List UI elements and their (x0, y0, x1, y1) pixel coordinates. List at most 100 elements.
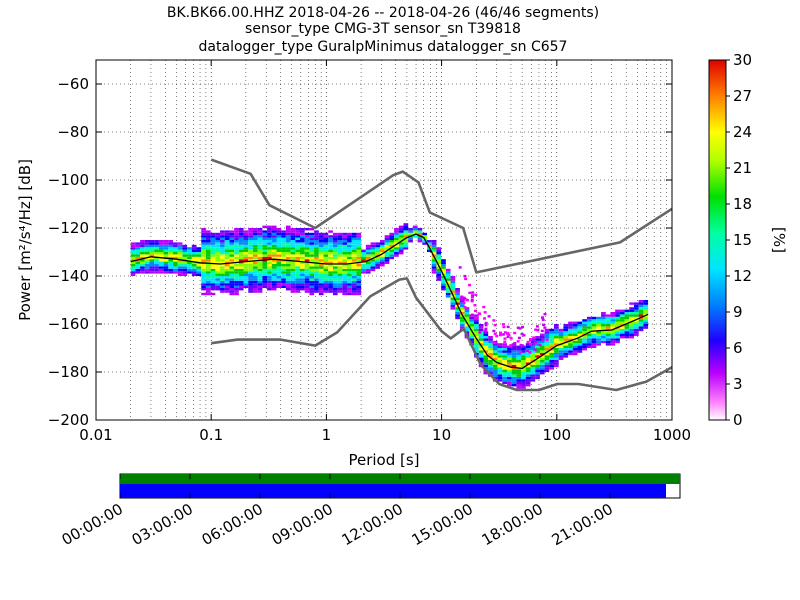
density-cell (492, 374, 498, 377)
density-cell (290, 261, 296, 264)
density-cell (643, 312, 649, 315)
density-cell (342, 261, 348, 264)
density-cell (290, 230, 296, 233)
density-cell (539, 362, 545, 365)
density-cell (615, 333, 620, 336)
density-cell (351, 252, 357, 255)
density-cell (356, 266, 362, 269)
density-cell (229, 249, 235, 252)
density-cell (347, 290, 352, 293)
density-cell (323, 283, 329, 286)
density-cell (337, 256, 343, 260)
density-cell (314, 264, 319, 267)
density-cell (224, 285, 230, 288)
density-cell (619, 314, 625, 317)
density-cell (243, 247, 249, 250)
density-cell (624, 321, 630, 324)
density-cell (130, 273, 136, 276)
density-cell (624, 333, 630, 336)
density-cell (398, 244, 404, 248)
density-cell (503, 331, 507, 334)
density-cell (154, 249, 159, 252)
density-cell (455, 302, 460, 305)
colorbar-tick-label: 3 (733, 375, 743, 393)
density-cell (478, 312, 482, 316)
density-cell (281, 254, 286, 257)
y-tick-label: −60 (57, 75, 89, 93)
density-cell (285, 264, 291, 267)
density-cell (462, 301, 466, 305)
density-cell (295, 283, 301, 286)
density-cell (365, 254, 371, 257)
density-cell (441, 283, 446, 286)
density-cell (201, 280, 206, 284)
density-cell (332, 256, 338, 260)
density-cell (220, 259, 225, 262)
density-cell (304, 280, 310, 284)
density-cell (149, 266, 155, 269)
density-cell (506, 355, 512, 358)
density-cell (224, 247, 230, 250)
density-cell (544, 340, 550, 344)
density-cell (558, 357, 564, 360)
density-cell (347, 292, 352, 296)
density-cell (201, 252, 206, 255)
density-cell (502, 372, 507, 375)
density-cell (290, 240, 296, 243)
density-cell (201, 283, 206, 286)
density-cell (506, 352, 512, 356)
density-cell (140, 266, 145, 269)
density-cell (601, 326, 606, 329)
density-cell (638, 300, 644, 303)
density-cell (643, 321, 649, 324)
density-cell (431, 247, 437, 250)
density-cell (436, 247, 442, 250)
density-cell (210, 240, 216, 243)
density-cell (610, 338, 616, 341)
density-cell (210, 288, 216, 291)
density-cell (502, 376, 507, 380)
density-cell (521, 355, 526, 358)
density-cell (229, 273, 235, 276)
density-cell (158, 252, 164, 255)
density-cell (624, 309, 630, 312)
density-cell (243, 249, 249, 252)
density-cell (347, 249, 352, 252)
density-cell (347, 252, 352, 255)
density-cell (314, 290, 319, 293)
density-cell (210, 266, 216, 269)
density-cell (220, 268, 225, 272)
density-cell (158, 259, 164, 262)
density-cell (290, 247, 296, 250)
density-cell (403, 242, 409, 245)
density-cell (257, 288, 263, 291)
density-cell (417, 232, 423, 236)
density-cell (501, 323, 505, 326)
density-cell (267, 264, 272, 267)
density-cell (271, 273, 277, 276)
density-cell (182, 247, 188, 250)
density-cell (243, 242, 249, 245)
density-cell (474, 328, 479, 332)
density-cell (351, 271, 357, 274)
density-cell (474, 319, 479, 322)
density-cell (516, 345, 522, 348)
density-cell (229, 259, 235, 262)
density-cell (365, 256, 371, 260)
density-cell (276, 280, 282, 284)
density-cell (370, 264, 376, 267)
density-cell (304, 290, 310, 293)
density-cell (488, 360, 493, 363)
density-cell (201, 228, 206, 231)
density-cell (530, 379, 536, 382)
density-cell (318, 237, 324, 240)
density-cell (309, 249, 315, 252)
density-cell (205, 288, 211, 291)
density-cell (323, 266, 329, 269)
density-cell (252, 232, 258, 236)
density-cell (549, 340, 555, 344)
density-cell (563, 333, 569, 336)
density-cell (365, 244, 371, 248)
density-cell (408, 240, 413, 243)
density-cell (532, 343, 536, 346)
